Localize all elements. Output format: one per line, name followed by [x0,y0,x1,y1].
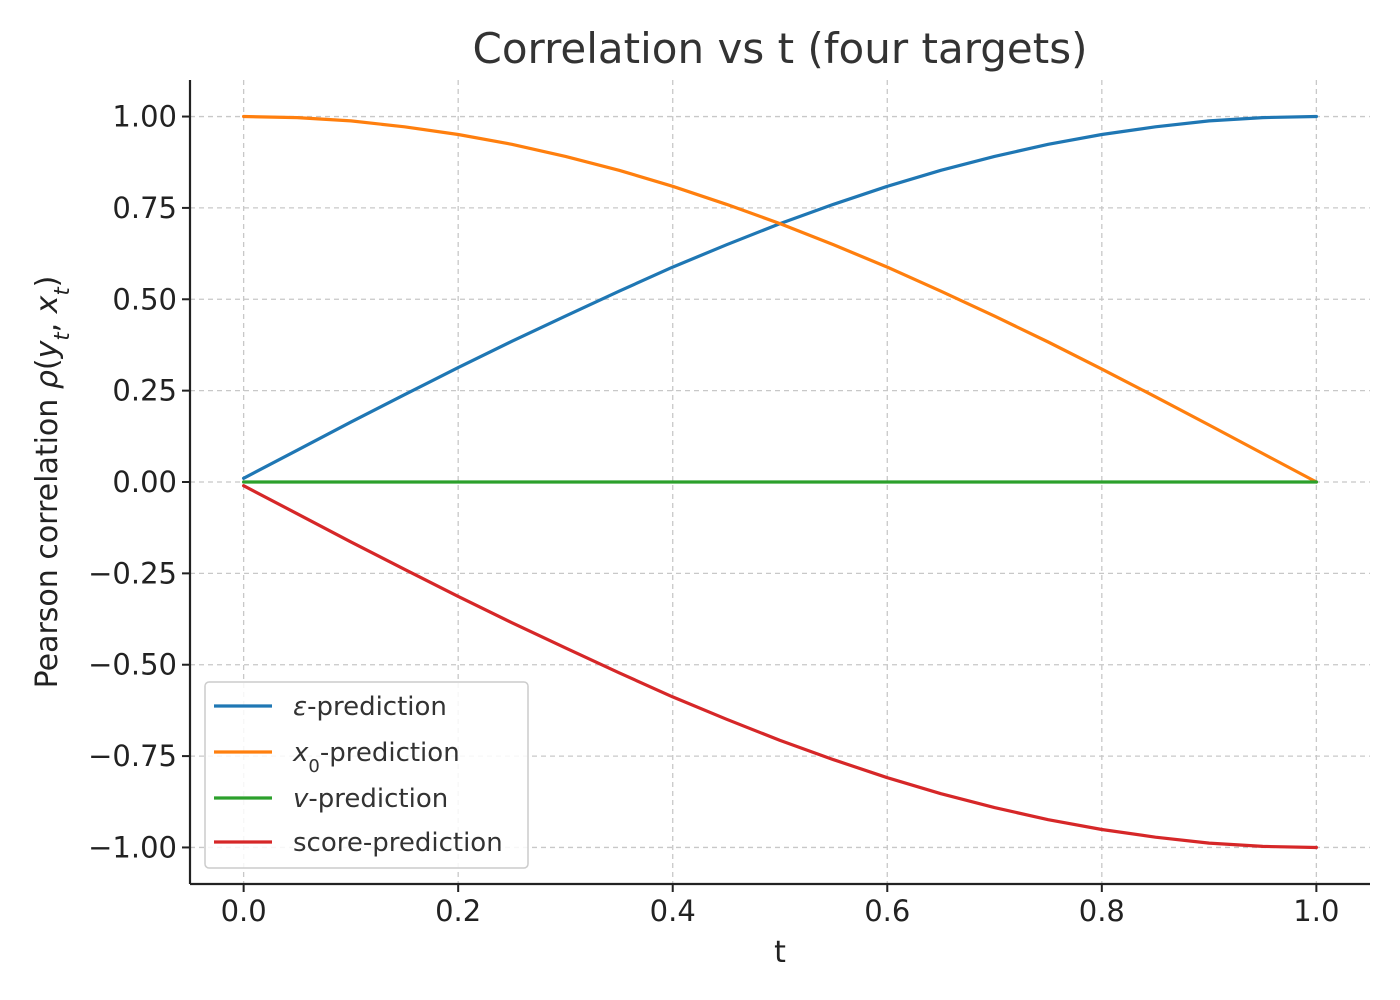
x-axis-label: t [774,935,786,970]
tick-layer: 0.0 0.2 0.4 0.6 0.8 1.0 1.00 0.75 0.50 0.25 0.00 −0… [88,100,1339,928]
y-tick-label: 0.50 [112,282,177,316]
y-tick-label: 0.25 [112,374,177,408]
legend-label-3: score-prediction [293,828,503,858]
series-line-3 [242,484,1319,850]
x-tick-label: 0.8 [1079,894,1125,928]
y-tick-label: 0.00 [112,465,177,499]
y-axis-label: Pearson correlation ρ(yt, xt) [30,276,74,689]
legend-label-2: v-prediction [293,784,448,814]
series-line-1 [242,114,1319,484]
y-tick-label: 1.00 [112,100,177,134]
x-tick-label: 0.0 [221,894,267,928]
x-tick-label: 0.2 [435,894,481,928]
legend-items: ε-prediction x0-prediction v-prediction sco… [214,692,503,858]
legend-box [204,681,529,869]
legend-label-1: x0-prediction [292,738,460,777]
series-layer [242,114,1319,850]
series-line-0 [242,114,1319,480]
y-tick-label: −1.00 [88,830,177,864]
x-tick-label: 0.4 [650,894,696,928]
y-tick-label: −0.25 [88,556,177,590]
x-tick-label: 0.6 [864,894,910,928]
y-tick-label: 0.75 [112,191,177,225]
legend-label-0: ε-prediction [293,692,447,722]
x-tick-label: 1.0 [1293,894,1339,928]
y-tick-label: −0.75 [88,739,177,773]
legend: ε-prediction x0-prediction v-prediction sco… [204,681,529,869]
chart-title: Correlation vs t (four targets) [473,24,1088,73]
y-tick-label: −0.50 [88,648,177,682]
